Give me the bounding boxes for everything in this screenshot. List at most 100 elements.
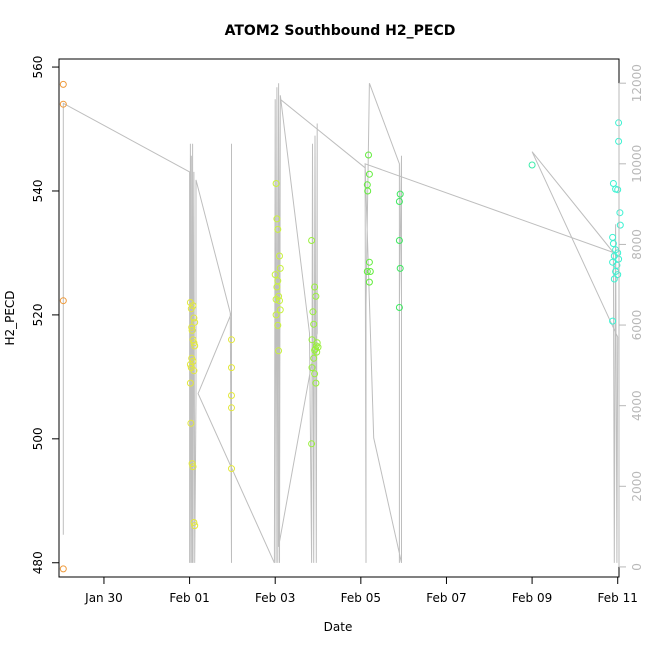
y-axis: 480 500 520 540 560 xyxy=(31,56,60,574)
data-point xyxy=(228,392,235,399)
data-point xyxy=(273,215,281,223)
data-point xyxy=(365,151,372,159)
data-point xyxy=(271,271,279,279)
data-point xyxy=(187,419,195,427)
data-point xyxy=(396,264,404,272)
data-point xyxy=(189,302,197,310)
data-point xyxy=(311,370,319,378)
data-point xyxy=(614,271,622,279)
data-point xyxy=(308,336,316,344)
data-points xyxy=(59,80,624,573)
y2-tick-label: 2000 xyxy=(630,471,644,502)
data-point xyxy=(363,268,371,275)
data-point xyxy=(190,367,198,375)
data-point xyxy=(276,264,284,272)
data-point xyxy=(308,364,316,372)
data-point xyxy=(228,465,235,473)
y-tick-label: 500 xyxy=(31,427,45,450)
data-point xyxy=(272,180,280,187)
data-point xyxy=(191,318,199,326)
data-point xyxy=(366,268,374,275)
data-point xyxy=(609,240,617,248)
data-point xyxy=(228,364,235,372)
x-axis-label: Date xyxy=(324,620,353,634)
data-point xyxy=(190,339,198,347)
data-point xyxy=(310,354,318,362)
data-point xyxy=(190,519,198,526)
data-point xyxy=(189,336,197,344)
data-point xyxy=(364,187,372,195)
data-point xyxy=(311,346,319,354)
series-line xyxy=(62,83,619,564)
data-point xyxy=(228,404,235,412)
data-point xyxy=(59,80,67,88)
data-point xyxy=(272,295,280,303)
data-point xyxy=(308,440,316,448)
data-point xyxy=(609,317,617,325)
data-point xyxy=(272,311,280,319)
y2-tick-label: 12000 xyxy=(630,64,644,102)
x-tick-label: Feb 07 xyxy=(426,591,466,605)
data-point xyxy=(228,336,235,344)
data-point xyxy=(188,460,196,468)
x-tick-label: Feb 11 xyxy=(598,591,638,605)
data-point xyxy=(312,345,319,353)
y-tick-label: 560 xyxy=(31,56,45,79)
data-point xyxy=(275,347,283,355)
data-point xyxy=(186,361,194,368)
x-tick-label: Feb 01 xyxy=(169,591,209,605)
x-axis: Jan 30 Feb 01 Feb 03 Feb 05 Feb 07 Feb 09 Feb … xyxy=(84,576,638,605)
data-point xyxy=(308,237,316,244)
data-point xyxy=(396,190,404,198)
data-point xyxy=(191,342,199,350)
data-point xyxy=(395,198,403,205)
y-axis-label: H2_PECD xyxy=(3,290,17,345)
data-point xyxy=(59,100,67,108)
data-point xyxy=(309,308,317,316)
y2-tick-label: 10000 xyxy=(630,145,644,183)
data-point xyxy=(616,209,624,217)
data-point xyxy=(365,170,373,178)
data-point xyxy=(190,314,198,322)
data-point xyxy=(312,292,320,300)
data-point xyxy=(365,258,373,266)
data-point xyxy=(616,221,624,229)
data-point xyxy=(313,348,321,356)
data-point xyxy=(59,297,67,305)
data-point xyxy=(59,565,67,573)
data-point xyxy=(614,186,622,194)
data-point xyxy=(395,304,403,311)
data-point xyxy=(274,225,282,233)
data-point xyxy=(311,283,319,291)
chart-title: ATOM2 Southbound H2_PECD xyxy=(225,23,456,39)
data-point xyxy=(610,275,618,283)
data-point xyxy=(189,463,197,471)
data-point xyxy=(274,321,282,329)
data-point xyxy=(310,320,318,328)
data-point xyxy=(188,326,196,334)
data-point xyxy=(276,252,283,260)
x-tick-label: Feb 09 xyxy=(512,591,552,605)
y2-axis: 0 2000 4000 6000 8000 10000 12000 xyxy=(618,64,644,571)
data-point xyxy=(273,283,281,291)
data-point xyxy=(188,323,196,331)
y2-tick-label: 6000 xyxy=(630,310,644,341)
x-tick-label: Feb 03 xyxy=(255,591,295,605)
y2-tick-label: 4000 xyxy=(630,390,644,421)
data-point xyxy=(313,339,321,347)
y2-tick-label: 0 xyxy=(630,563,644,571)
y-tick-label: 480 xyxy=(31,551,45,574)
data-point xyxy=(365,278,373,286)
data-point xyxy=(395,237,403,244)
y-tick-label: 520 xyxy=(31,303,45,326)
data-point xyxy=(312,379,320,387)
data-point xyxy=(191,522,199,530)
y2-tick-label: 8000 xyxy=(630,229,644,260)
data-point xyxy=(528,161,536,169)
x-tick-label: Feb 05 xyxy=(341,591,381,605)
data-point xyxy=(276,306,284,314)
data-point xyxy=(186,379,194,387)
y-tick-label: 540 xyxy=(31,180,45,203)
